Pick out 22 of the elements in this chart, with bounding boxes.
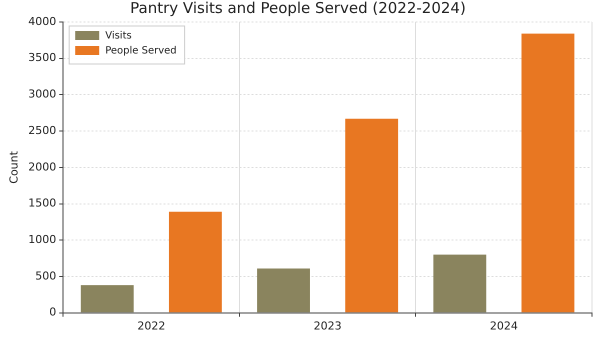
y-tick-label: 0	[49, 306, 56, 319]
y-tick-label: 500	[35, 269, 56, 282]
y-tick-label: 1000	[28, 232, 56, 246]
legend-label: Visits	[105, 30, 132, 42]
legend-label: People Served	[105, 46, 177, 57]
y-tick-label: 2000	[28, 160, 56, 174]
chart-title: Pantry Visits and People Served (2022-2024)	[130, 0, 466, 17]
y-tick-label: 2500	[28, 124, 56, 137]
bar	[168, 212, 222, 312]
bar	[433, 254, 486, 312]
y-tick-label: 3500	[28, 51, 56, 64]
x-tick-label: 2022	[137, 319, 166, 332]
y-tick-label: 1500	[28, 196, 56, 210]
y-tick-label: 4000	[28, 14, 56, 28]
x-tick-label: 2024	[490, 319, 518, 332]
y-axis-title: Count	[7, 150, 20, 184]
bar	[257, 268, 310, 312]
bar	[521, 34, 574, 312]
x-tick-label: 2023	[314, 319, 342, 332]
bar	[80, 285, 134, 312]
bar	[345, 118, 398, 312]
y-tick-label: 3000	[28, 88, 56, 101]
